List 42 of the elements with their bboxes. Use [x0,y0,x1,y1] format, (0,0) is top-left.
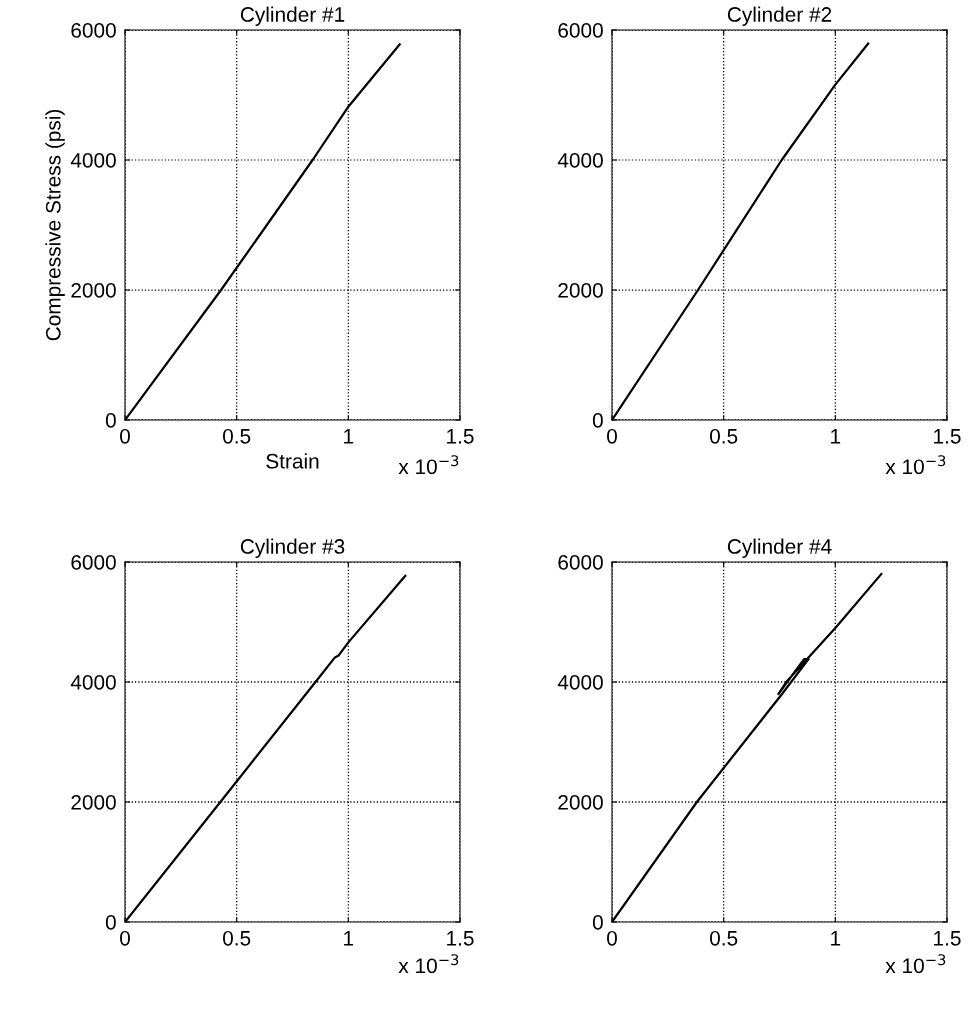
y-tick-label: 2000 [558,795,603,810]
text: x 10$^{−3}$ [885,455,946,475]
y-tick-label: 0 [592,915,603,930]
y-tick-label: 6000 [71,555,116,570]
x-tick-label: 1 [344,931,354,946]
x-tick-label: 0.5 [223,930,251,946]
y-tick-label: 4000 [70,153,116,168]
chart-title: Cylinder #3 [240,538,345,558]
chart-title: Cylinder #1 [240,6,345,26]
x-tick-label: 0.5 [710,428,738,444]
x-tick-label: 1 [344,429,354,444]
chart-title: Cylinder #2 [727,6,832,26]
y-tick-label: 4000 [557,153,603,168]
y-tick-label: 2000 [71,795,116,810]
y-tick-label: 6000 [558,23,603,38]
y-tick-label: 6000 [71,23,116,38]
y-tick-label: 0 [105,915,116,930]
x-axis-title: Strain [266,453,319,469]
y-tick-label: 0 [105,413,116,428]
x-tick-label: 0.5 [223,428,251,444]
x-tick-label: 1.5 [934,931,961,946]
x-tick-label: 0 [607,930,617,946]
text: x 10$^{−3}$ [885,954,946,974]
y-tick-label: 4000 [70,675,116,690]
y-tick-label: 0 [592,413,603,428]
x-tick-label: 0 [607,428,617,444]
y-tick-label: 4000 [557,675,603,690]
x-tick-label: 1 [831,931,841,946]
x-tick-label: 1.5 [934,429,961,444]
text: x 10$^{−3}$ [398,954,459,974]
x-tick-label: 0.5 [710,930,738,946]
x-tick-label: 1.5 [447,931,474,946]
chart-title: Cylinder #4 [727,538,832,558]
y-tick-label: 2000 [558,283,603,298]
x-tick-label: 0 [120,428,130,444]
y-axis-title: Compressive Stress (psi) [45,109,65,341]
x-tick-label: 0 [120,930,130,946]
x-tick-label: 1 [831,429,841,444]
y-tick-label: 6000 [558,555,603,570]
y-tick-label: 2000 [71,283,116,298]
text: x 10$^{−3}$ [398,455,459,475]
x-tick-label: 1.5 [447,429,474,444]
